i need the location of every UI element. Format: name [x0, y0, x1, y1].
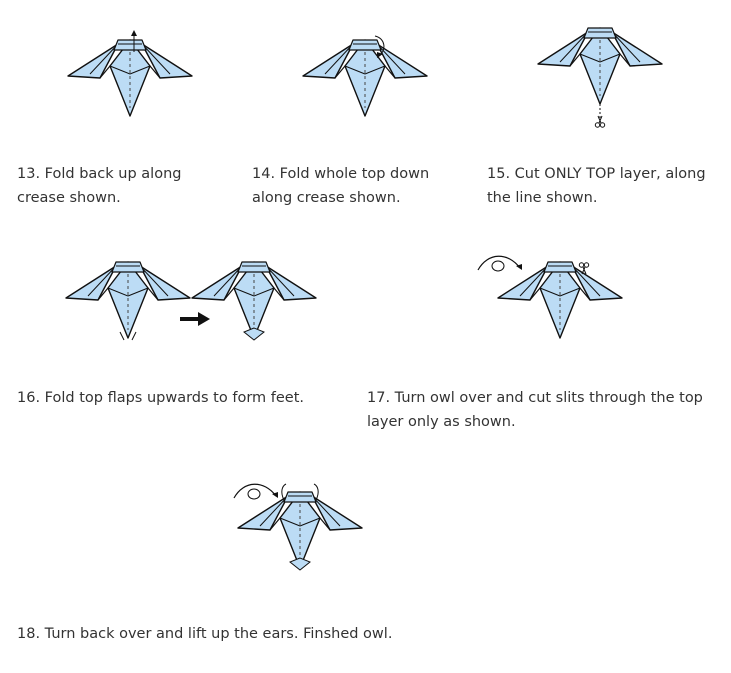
owl-diagram — [233, 483, 363, 571]
step-16-caption: 16. Fold top flaps upwards to form feet. — [17, 386, 347, 410]
scissors-icon — [578, 262, 590, 275]
step-number: 18. — [17, 626, 41, 642]
turn-over-icon — [233, 483, 278, 500]
owl-diagram — [191, 261, 317, 341]
step-17-figure — [477, 255, 623, 352]
step-text: Turn owl over and cut slits through the … — [367, 390, 703, 430]
step-15-caption: 15. Cut ONLY TOP layer, along the line s… — [487, 162, 722, 210]
step-number: 15. — [487, 166, 511, 182]
owl-diagram — [67, 30, 193, 117]
owl-diagram — [477, 255, 623, 339]
right-arrow-icon — [180, 312, 210, 326]
step-number: 16. — [17, 390, 41, 406]
step-text: Fold back up along crease shown. — [17, 166, 182, 206]
step-number: 17. — [367, 390, 391, 406]
step-13-figure — [67, 30, 193, 126]
fold-arrow-icon — [281, 483, 287, 501]
step-number: 14. — [252, 166, 276, 182]
step-13-caption: 13. Fold back up along crease shown. — [17, 162, 232, 210]
step-18-caption: 18. Turn back over and lift up the ears.… — [17, 622, 517, 646]
step-18-figure — [233, 480, 364, 584]
step-text: Cut ONLY TOP layer, along the line shown… — [487, 166, 706, 206]
step-text: Turn back over and lift up the ears. Fin… — [44, 626, 393, 642]
step-14-figure — [302, 30, 428, 126]
step-17-caption: 17. Turn owl over and cut slits through … — [367, 386, 722, 434]
owl-diagram — [302, 35, 428, 117]
step-16-figure-before — [65, 258, 191, 354]
step-14-caption: 14. Fold whole top down along crease sho… — [252, 162, 467, 210]
fold-arrow-icon — [313, 483, 319, 501]
step-text: Fold top flaps upwards to form feet. — [44, 390, 305, 406]
scissors-icon — [594, 115, 606, 128]
step-16-figure-after — [191, 258, 317, 354]
step-number: 13. — [17, 166, 41, 182]
owl-diagram — [65, 261, 191, 341]
owl-diagram — [537, 27, 663, 128]
turn-over-icon — [477, 255, 522, 272]
step-text: Fold whole top down along crease shown. — [252, 166, 430, 206]
step-15-figure — [537, 24, 663, 128]
fold-arrow-icon — [119, 331, 137, 341]
